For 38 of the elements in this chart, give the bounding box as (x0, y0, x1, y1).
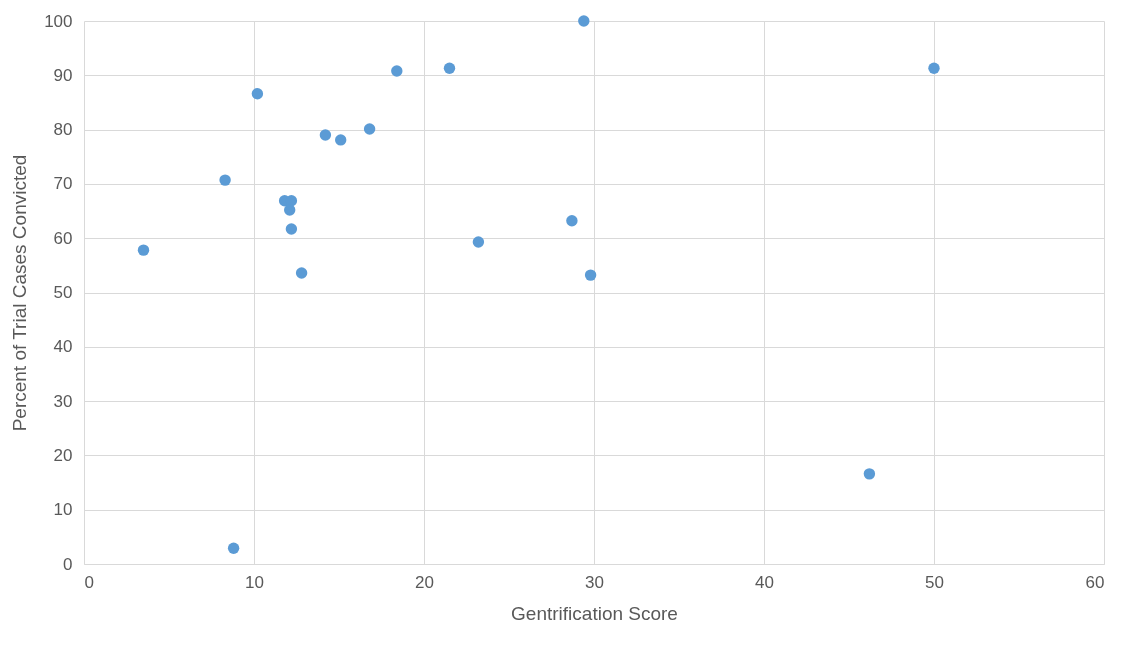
point (566, 215, 578, 227)
x-tick-label: 0 (84, 572, 94, 592)
x-tick-label: 30 (585, 572, 604, 592)
y-tick-label: 20 (53, 445, 73, 465)
y-tick-label: 80 (53, 120, 73, 140)
point (391, 65, 403, 77)
y-tick-label: 90 (53, 65, 73, 85)
y-tick-label: 30 (53, 391, 73, 411)
point (285, 223, 298, 235)
point (251, 88, 264, 100)
point (472, 236, 485, 248)
point (319, 129, 332, 141)
point (863, 468, 876, 480)
y-tick-label: 100 (44, 11, 73, 31)
y-tick-label: 70 (53, 174, 73, 194)
x-tick-label: 40 (755, 572, 774, 592)
x-axis-title: Gentrification Score (511, 602, 678, 624)
x-tick-label: 50 (925, 572, 944, 592)
y-tick-label: 60 (53, 228, 73, 248)
x-tick-label: 10 (245, 572, 264, 592)
point (137, 244, 150, 256)
point (363, 123, 376, 135)
x-tick-label: 20 (415, 572, 434, 592)
y-tick-label: 10 (53, 500, 73, 520)
y-tick-label: 0 (63, 554, 73, 574)
point (443, 62, 456, 74)
point (578, 15, 590, 27)
y-tick-label: 40 (53, 337, 73, 357)
point (584, 269, 597, 281)
point (227, 542, 240, 554)
x-tick-label: 60 (1085, 572, 1105, 592)
point (928, 62, 940, 74)
point (219, 174, 231, 186)
point (335, 134, 347, 146)
y-axis-title: Percent of Trial Cases Convicted (9, 154, 31, 432)
point (284, 204, 296, 216)
y-tick-label: 50 (53, 283, 73, 302)
point (295, 267, 308, 279)
